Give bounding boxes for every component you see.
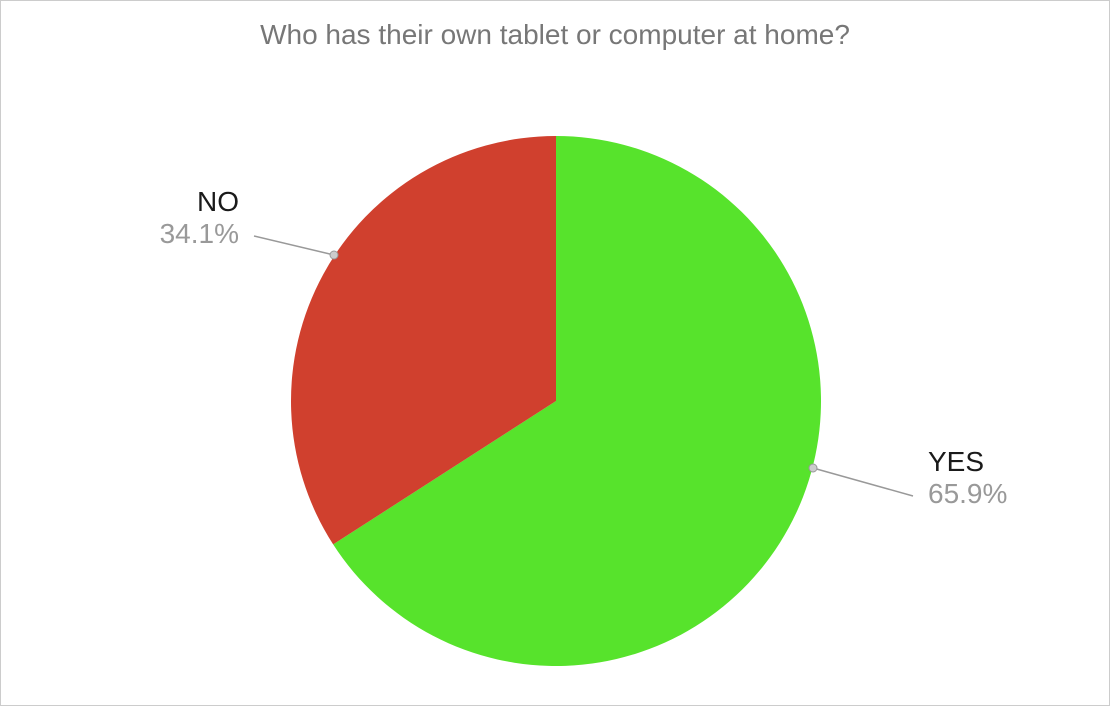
chart-frame: { "chart": { "type": "pie", "title": "Wh… bbox=[0, 0, 1110, 706]
slice-label: NO bbox=[197, 186, 239, 217]
slice-percent: 34.1% bbox=[160, 218, 239, 249]
callout-dot bbox=[809, 464, 817, 472]
callout-leader bbox=[254, 236, 334, 255]
pie-chart: YES65.9% NO34.1% bbox=[1, 1, 1110, 706]
callout-dot bbox=[330, 251, 338, 259]
slice-label: YES bbox=[928, 446, 984, 477]
callout-leader bbox=[813, 468, 913, 496]
slice-percent: 65.9% bbox=[928, 478, 1007, 509]
